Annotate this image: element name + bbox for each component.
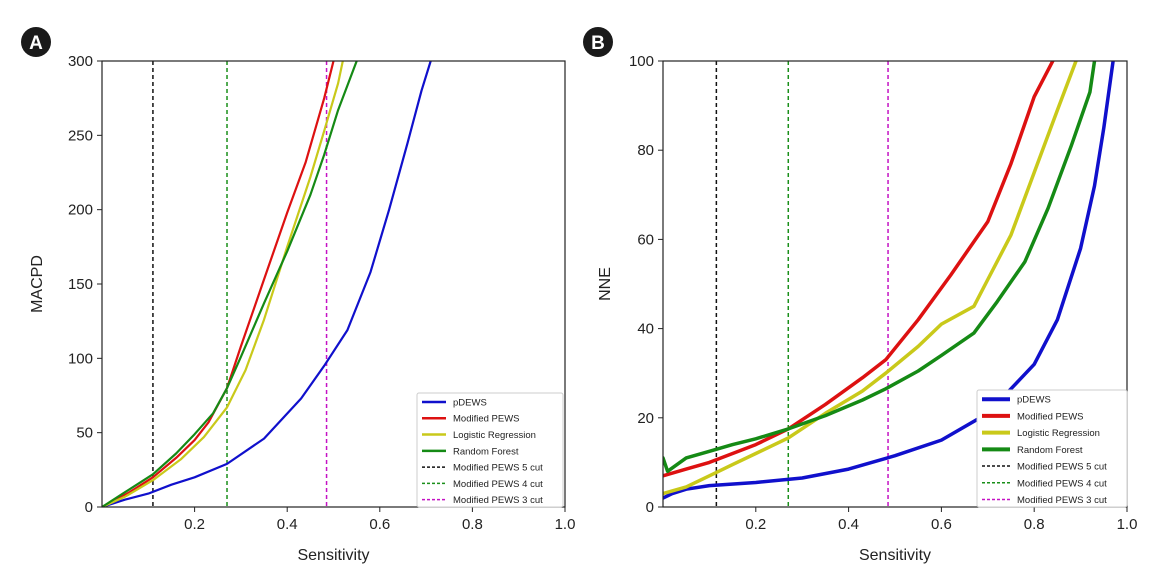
x-tick-label: 1.0 xyxy=(555,516,576,533)
legend-label: pDEWS xyxy=(453,397,487,408)
legend-label: Modified PEWS xyxy=(453,414,520,425)
x-tick-label: 0.4 xyxy=(277,516,298,533)
series-line-logistic-regression xyxy=(102,61,344,507)
y-tick-label: 20 xyxy=(637,410,654,427)
series-line-logistic-regression xyxy=(663,61,1078,496)
y-axis-title: NNE xyxy=(597,267,614,301)
panel-badge-label: B xyxy=(591,33,605,54)
legend-label: Modified PEWS 3 cut xyxy=(1017,495,1107,506)
x-tick-label: 0.2 xyxy=(184,516,205,533)
x-tick-label: 1.0 xyxy=(1117,516,1138,533)
y-tick-label: 60 xyxy=(637,231,654,248)
series-line-random-forest xyxy=(663,61,1097,474)
legend-label: Random Forest xyxy=(453,446,519,457)
panel-badge xyxy=(21,27,51,57)
legend-label: Logistic Regression xyxy=(453,430,536,441)
series-line-modified-pews xyxy=(102,61,335,507)
legend: pDEWS Modified PEWS Logistic Regression Ran… xyxy=(416,392,564,508)
legend-label: Modified PEWS xyxy=(1017,411,1084,422)
legend-label: pDEWS xyxy=(1017,395,1051,406)
plot-frame xyxy=(662,60,1128,508)
legend-label: Logistic Regression xyxy=(1017,428,1100,439)
y-tick-label: 150 xyxy=(68,276,93,293)
y-tick-label: 80 xyxy=(637,142,654,159)
legend-box xyxy=(416,392,564,508)
x-tick-label: 0.6 xyxy=(931,516,952,533)
x-tick-label: 0.2 xyxy=(745,516,766,533)
legend-label: Modified PEWS 5 cut xyxy=(1017,462,1107,473)
legend-label: Modified PEWS 4 cut xyxy=(1017,478,1107,489)
legend-box xyxy=(976,389,1128,508)
y-tick-label: 0 xyxy=(85,499,93,516)
series-line-pdews xyxy=(663,61,1115,500)
legend-label: Random Forest xyxy=(1017,445,1083,456)
panel-b-nne-chart: B 0 20 40 60 80 100 0.2 0.4 0.6 0.8 1.0 Sensitivity N… xyxy=(583,27,1137,564)
plot-area xyxy=(102,61,432,507)
x-axis-title: Sensitivity xyxy=(297,547,369,564)
y-tick-label: 100 xyxy=(629,53,654,70)
plot-area xyxy=(663,61,1115,507)
x-tick-label: 0.8 xyxy=(462,516,483,533)
y-tick-label: 100 xyxy=(68,350,93,367)
plot-frame xyxy=(101,60,566,508)
legend-label: Modified PEWS 5 cut xyxy=(453,463,543,474)
panel-badge-label: A xyxy=(29,33,43,54)
x-tick-label: 0.8 xyxy=(1024,516,1045,533)
x-tick-label: 0.6 xyxy=(369,516,390,533)
panel-badge xyxy=(583,27,613,57)
y-tick-label: 300 xyxy=(68,53,93,70)
legend: pDEWS Modified PEWS Logistic Regression Ran… xyxy=(976,389,1128,508)
legend-label: Modified PEWS 3 cut xyxy=(453,495,543,506)
x-tick-label: 0.4 xyxy=(838,516,859,533)
y-tick-label: 50 xyxy=(76,425,93,442)
series-line-modified-pews xyxy=(663,61,1055,478)
y-tick-label: 0 xyxy=(646,499,654,516)
y-axis-title: MACPD xyxy=(29,255,46,313)
x-axis-title: Sensitivity xyxy=(859,547,931,564)
y-tick-label: 40 xyxy=(637,321,654,338)
series-line-random-forest xyxy=(102,61,358,507)
y-tick-label: 200 xyxy=(68,202,93,219)
series-line-pdews xyxy=(102,61,432,507)
legend-label: Modified PEWS 4 cut xyxy=(453,479,543,490)
y-tick-label: 250 xyxy=(68,127,93,144)
panel-a-macpd-chart: A 0 50 100 150 200 250 300 0.2 0.4 0.6 0.8 1.0 Sensit… xyxy=(21,27,575,564)
